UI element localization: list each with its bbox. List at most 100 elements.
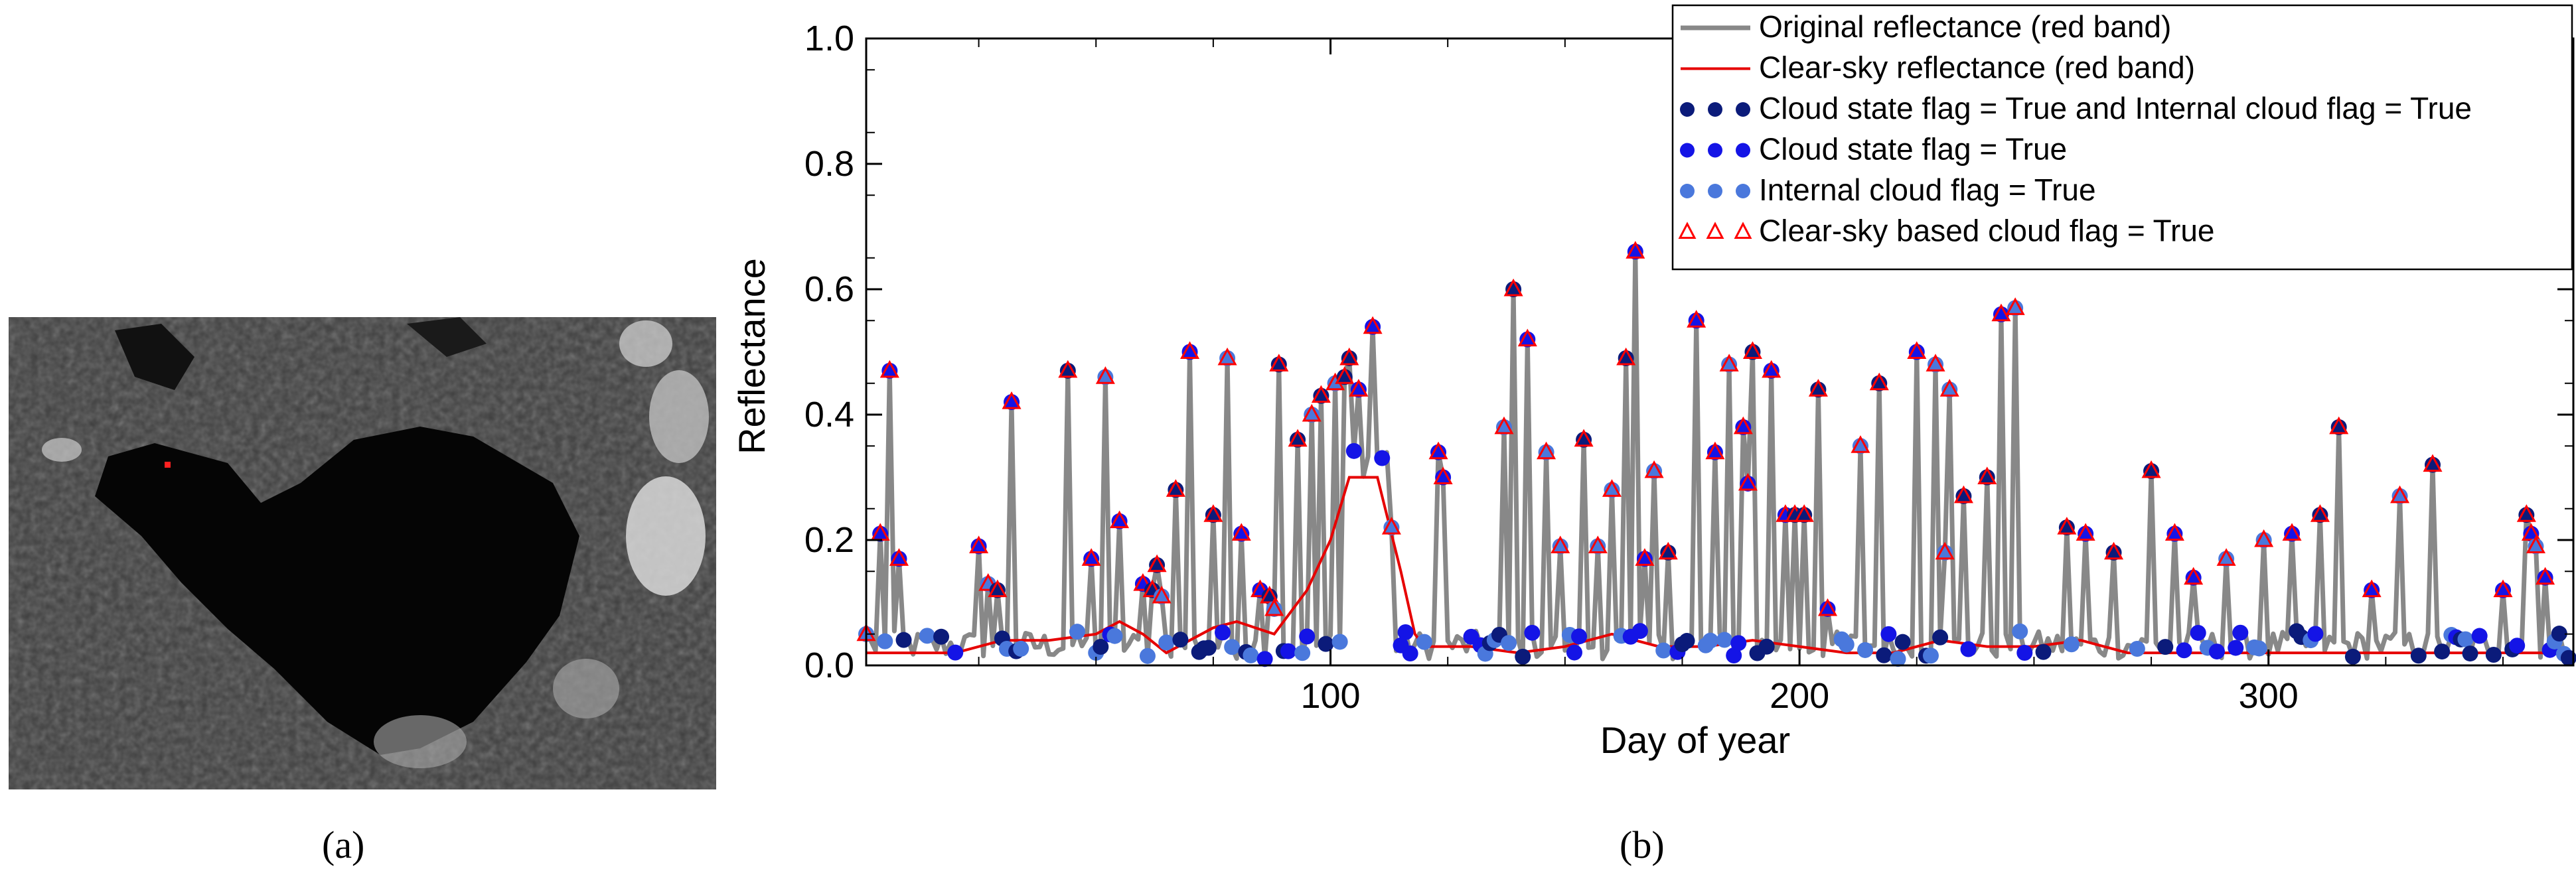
- cloud-patch: [626, 476, 706, 596]
- satellite-image-panel: [9, 317, 716, 789]
- cloud-flag-point: [1097, 369, 1114, 385]
- cloud-flag-point: [2255, 532, 2272, 548]
- cloud-flag-point: [1819, 600, 1836, 617]
- cloud-flag-point: [1721, 356, 1738, 373]
- cloud-flag-point: [2391, 488, 2408, 504]
- cloud-flag-point: [933, 628, 950, 645]
- cloud-flag-point: [2166, 525, 2183, 542]
- clear-sky-flag-marker: [988, 579, 1008, 598]
- clear-sky-flag-marker: [2526, 535, 2545, 553]
- clear-sky-flag-marker: [1907, 341, 1927, 359]
- cloud-flag-point: [1993, 306, 2009, 322]
- cloud-flag-point: [2518, 507, 2535, 523]
- cloud-flag-point: [1894, 634, 1911, 650]
- cloud-flag-point: [1515, 648, 1531, 665]
- clear-sky-flag-marker: [1738, 472, 1758, 491]
- clear-sky-flag-marker: [1658, 541, 1678, 560]
- cloud-flag-point: [2228, 640, 2244, 656]
- cloud-flag-point: [919, 628, 935, 644]
- clear-sky-flag-marker: [1433, 466, 1453, 484]
- clear-sky-flag-marker: [2493, 579, 2513, 598]
- cloud-flag-point: [1341, 350, 1357, 366]
- clear-sky-flag-marker: [1935, 541, 1955, 560]
- clear-sky-flag-marker: [1626, 241, 1645, 259]
- cloud-flag-point: [1730, 635, 1747, 651]
- cloud-flag-point: [895, 632, 912, 648]
- cloud-flag-point: [1093, 639, 1109, 655]
- cloud-flag-point: [1627, 243, 1643, 260]
- clear-sky-flag-marker: [1264, 598, 1284, 616]
- cloud-flag-point: [877, 633, 893, 649]
- legend-swatch-dot: [1708, 184, 1722, 198]
- original-reflectance-line: [864, 249, 2575, 661]
- cloud-flag-point: [2185, 569, 2202, 586]
- cloud-flag-point: [2012, 623, 2028, 640]
- cloud-flag-point: [1280, 643, 1296, 659]
- clear-sky-flag-marker: [1428, 441, 1448, 460]
- legend-entry: Internal cloud flag = True: [1680, 172, 2096, 207]
- cloud-flag-point: [2495, 582, 2512, 598]
- clear-sky-flag-marker: [1991, 303, 2011, 322]
- cloud-flag-point: [1181, 344, 1198, 360]
- legend-label: Clear-sky based cloud flag = True: [1759, 214, 2215, 248]
- cloud-flag-point: [2434, 644, 2451, 660]
- cloud-flag-point: [2157, 639, 2174, 655]
- cloud-flag-point: [1941, 381, 1958, 398]
- cloud-flag-point: [2105, 544, 2122, 561]
- cloud-flag-point: [1702, 632, 1718, 649]
- cloud-flag-point: [1876, 647, 1892, 663]
- cloud-flag-point: [2537, 569, 2553, 586]
- cloud-flag-point: [881, 362, 898, 379]
- cloud-flag-point: [2143, 463, 2160, 480]
- cloud-flag-point: [1224, 639, 1241, 655]
- clear-sky-flag-marker: [1166, 479, 1185, 497]
- cloud-flag-point: [1688, 312, 1705, 329]
- cloud-flag-point: [1937, 544, 1953, 561]
- cloud-flag-point: [1955, 488, 1972, 504]
- cloud-flag-point: [2307, 626, 2324, 642]
- clear-sky-flag-marker: [1311, 385, 1331, 403]
- cloud-flag-point: [2251, 640, 2267, 657]
- cloud-flag-point: [1524, 624, 1541, 641]
- cloud-flag-point: [1838, 636, 1855, 653]
- clear-sky-flag-marker: [2104, 541, 2124, 560]
- clear-sky-flag-marker: [1250, 579, 1270, 598]
- cloud-flag-point: [1430, 444, 1447, 460]
- cloud-flag-point: [1215, 624, 1231, 641]
- cloud-flag-point: [1294, 645, 1311, 661]
- clear-sky-flag-marker: [1110, 510, 1130, 529]
- clear-sky-flag-marker: [2536, 567, 2555, 585]
- cloud-flag-point: [2312, 507, 2328, 523]
- clear-sky-flag-marker: [1288, 429, 1308, 447]
- cloud-flag-point: [1979, 469, 1995, 486]
- legend-swatch-dot: [1708, 102, 1722, 117]
- clear-sky-flag-marker: [1953, 485, 1973, 504]
- cloud-flag-point: [1402, 645, 1418, 661]
- clear-sky-flag-marker: [1616, 347, 1636, 366]
- cloud-flag-point: [1270, 356, 1287, 373]
- y-tick-label: 0.4: [804, 395, 854, 435]
- cloud-flag-point: [1566, 644, 1582, 661]
- cloud-flag-point: [1158, 634, 1175, 651]
- legend-entry: Cloud state flag = True: [1680, 132, 2067, 167]
- legend-label: Cloud state flag = True: [1759, 132, 2067, 167]
- cloud-flag-point: [2485, 646, 2502, 663]
- clear-sky-flag-marker: [1335, 366, 1355, 384]
- x-axis-ticks: 100 200 300: [978, 38, 2504, 716]
- cloud-flag-point: [1908, 344, 1925, 360]
- clear-sky-flag-marker: [1644, 460, 1664, 478]
- cloud-flag-point: [1960, 641, 1977, 657]
- clear-sky-flag-marker: [978, 573, 998, 591]
- cloud-flag-point: [1416, 634, 1432, 650]
- cloud-flag-point: [1618, 350, 1634, 366]
- clear-sky-flag-marker: [1349, 379, 1369, 397]
- cloud-flag-point: [1505, 281, 1522, 297]
- cloud-flag-point: [1013, 640, 1029, 657]
- legend-label: Clear-sky reflectance (red band): [1759, 50, 2195, 85]
- legend-swatch-dot: [1680, 184, 1695, 198]
- cloud-flag-point: [2078, 525, 2094, 542]
- clear-sky-flag-marker: [1363, 316, 1383, 334]
- clear-sky-flag-marker: [2329, 416, 2349, 435]
- clear-sky-flag-marker: [1381, 516, 1401, 535]
